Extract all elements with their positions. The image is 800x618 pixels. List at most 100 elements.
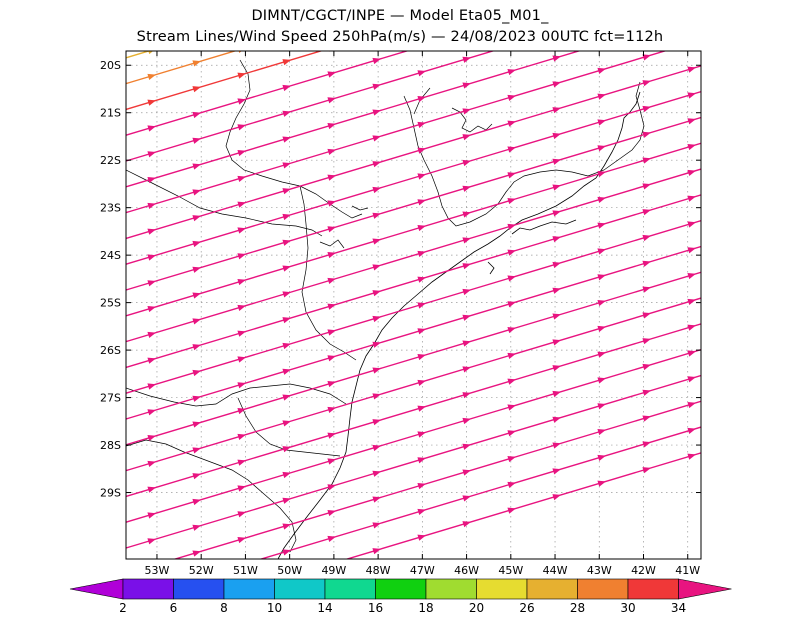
streamline-arrow	[237, 304, 246, 311]
streamline-arrow	[552, 287, 561, 294]
lon-tick-label: 43W	[587, 564, 612, 577]
streamline-arrow	[147, 435, 156, 442]
streamline-arrow	[462, 366, 471, 373]
streamline-arrow	[642, 260, 651, 267]
streamline-arrow	[237, 19, 247, 27]
streamline-arrow	[282, 523, 291, 530]
streamline-arrow	[327, 355, 336, 362]
streamline-arrow	[282, 291, 291, 298]
streamline-arrow	[552, 416, 561, 423]
streamline-arrow	[597, 93, 606, 100]
streamline-arrow	[147, 51, 156, 55]
streamline-arrow	[372, 444, 381, 452]
streamline	[126, 51, 410, 136]
streamline	[126, 349, 701, 523]
streamline-arrow	[282, 136, 291, 143]
streamline	[126, 142, 701, 317]
streamline-arrow	[507, 327, 516, 334]
streamline-arrow	[462, 3, 472, 11]
streamline-arrow	[237, 72, 246, 79]
streamline-arrow	[237, 511, 246, 518]
streamline-arrow	[237, 175, 246, 182]
streamline-arrow	[192, 32, 202, 40]
streamline-arrow	[687, 221, 696, 228]
colorbar-box	[324, 578, 376, 600]
streamline-arrow	[237, 0, 247, 1]
river-border	[237, 397, 341, 457]
streamline-arrow	[192, 137, 201, 144]
lat-tick-label: 27S	[100, 392, 121, 405]
streamline-arrow	[687, 324, 696, 331]
streamline-arrow	[237, 150, 246, 157]
streamline	[126, 65, 701, 240]
streamline-arrow	[192, 215, 201, 222]
streamline-arrow	[282, 394, 291, 401]
streamline-arrow	[282, 420, 291, 427]
streamline-arrow	[417, 508, 426, 515]
streamline-arrow	[372, 212, 381, 219]
streamline-arrow	[192, 292, 201, 299]
colorbar-box	[425, 578, 477, 600]
streamline-arrow	[597, 325, 606, 332]
streamline-arrow	[372, 30, 382, 38]
streamline-arrow	[507, 301, 516, 308]
streamline-arrow	[192, 318, 201, 325]
streamline-arrow	[507, 352, 516, 359]
streamline-arrow	[597, 377, 606, 384]
streamline-arrow	[642, 131, 651, 138]
streamline-arrow	[147, 383, 156, 390]
streamline-arrow	[372, 290, 381, 297]
streamline-arrow	[417, 431, 426, 438]
streamline-arrow	[687, 350, 696, 357]
streamline-arrow	[327, 458, 336, 465]
streamline-arrow	[192, 447, 201, 454]
streamline-arrow	[192, 163, 201, 170]
streamline-arrow	[597, 403, 606, 410]
streamline-arrow	[282, 446, 291, 453]
streamline-arrow	[282, 162, 291, 169]
streamline-arrow	[282, 317, 291, 324]
streamline-arrow	[192, 498, 201, 506]
lat-tick-label: 28S	[100, 439, 121, 452]
streamline-arrow	[147, 125, 156, 132]
streamline-arrow	[687, 66, 696, 73]
streamline-arrow	[462, 288, 471, 296]
colorbar-box	[476, 578, 528, 600]
streamline-arrow	[372, 264, 381, 271]
streamline-arrow	[642, 234, 651, 242]
streamline-arrow	[642, 441, 651, 448]
streamline	[126, 0, 701, 32]
streamline-arrow	[417, 121, 426, 128]
colorbar-right-triangle	[678, 578, 732, 600]
streamline-arrow	[687, 92, 696, 99]
streamline-arrow	[462, 211, 471, 218]
colorbar-label: 34	[671, 601, 686, 615]
streamline-arrow	[282, 31, 292, 39]
streamline	[126, 51, 238, 85]
streamline-arrow	[507, 120, 516, 127]
streamline-arrow	[327, 18, 337, 26]
streamline-arrow	[147, 177, 156, 184]
streamline-arrow	[687, 453, 696, 460]
streamline-arrow	[372, 548, 381, 555]
colorbar-left-triangle	[69, 578, 124, 600]
streamline-arrow	[507, 378, 516, 385]
streamline-arrow	[642, 183, 651, 190]
streamline-arrow	[372, 135, 381, 142]
streamline	[126, 51, 324, 111]
streamline-arrow	[147, 228, 156, 235]
streamline-arrow	[327, 510, 336, 517]
streamline-arrow	[237, 382, 246, 389]
streamline-arrow	[642, 286, 651, 293]
colorbar: 2 6 8 10 14 16 18 20 26 28 30 34	[69, 578, 732, 615]
streamline-arrow	[372, 341, 381, 348]
streamline	[126, 116, 701, 291]
streamline-arrow	[642, 105, 651, 113]
country-border	[126, 439, 297, 553]
streamline-arrow	[372, 393, 381, 400]
streamline-arrow	[462, 392, 471, 399]
streamline-arrow	[192, 600, 202, 608]
streamline-arrow	[552, 81, 561, 88]
streamline-arrow	[282, 342, 291, 350]
streamline-arrow	[327, 226, 336, 233]
